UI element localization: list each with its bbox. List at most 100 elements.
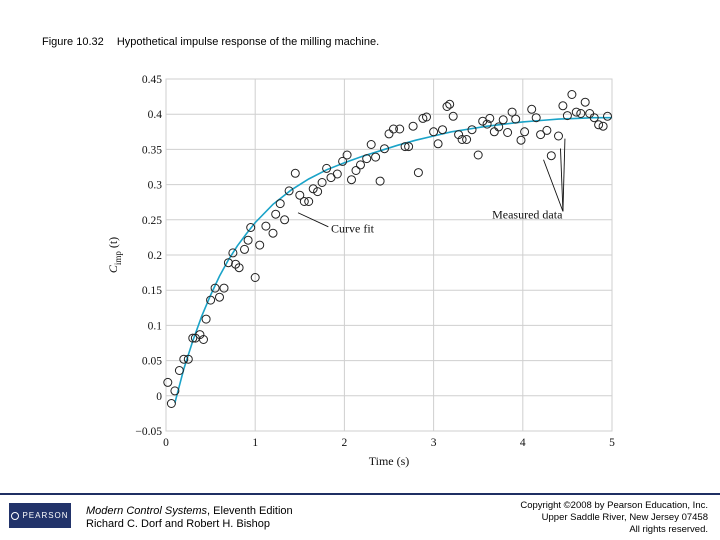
measured-data-point (571, 107, 581, 117)
measured-data-point (170, 386, 180, 396)
measured-data-point (503, 128, 513, 137)
measured-data-point (246, 223, 256, 232)
copyright-notice: Copyright ©2008 by Pearson Education, In… (520, 500, 708, 536)
x-tick-label: 3 (431, 437, 437, 449)
measured-data-point (174, 366, 184, 375)
pearson-logo: PEARSON (9, 503, 71, 528)
measured-data-point (284, 186, 294, 196)
curve-fit-line (174, 116, 612, 404)
measured-data-point (290, 168, 300, 178)
measured-data-point (433, 139, 443, 149)
measured-data-leader (562, 138, 566, 212)
x-tick-label: 1 (252, 437, 258, 449)
measured-data-point (531, 113, 541, 123)
measured-data-point (223, 258, 233, 268)
y-tick-label: 0.3 (148, 180, 163, 192)
curve-fit-annotation: Curve fit (331, 221, 375, 235)
measured-data-point (462, 135, 472, 144)
measured-data-point (342, 150, 352, 160)
x-axis-title: Time (s) (369, 454, 410, 468)
measured-data-point (546, 151, 556, 161)
measured-data-point (250, 273, 260, 282)
book-authors: Richard C. Dorf and Robert H. Bishop (86, 518, 271, 530)
measured-data-point (317, 178, 327, 187)
measured-data-point (299, 197, 309, 206)
measured-data-point (498, 115, 508, 125)
measured-data-point (473, 150, 483, 160)
measured-data-point (520, 127, 530, 137)
measured-data-point (338, 156, 348, 166)
measured-data-point (438, 125, 447, 135)
measured-data-point (542, 125, 552, 135)
x-tick-label: 2 (342, 437, 348, 449)
measured-data-point (243, 235, 253, 245)
measured-data-point (240, 244, 249, 254)
measured-data-point (485, 113, 495, 123)
measured-data-point (558, 101, 568, 111)
measured-data-point (179, 354, 189, 364)
measured-data-point (308, 184, 318, 194)
copyright-line-2: Upper Saddle River, New Jersey 07458 (541, 512, 708, 523)
measured-data-point (384, 129, 394, 139)
measured-data-point (482, 119, 492, 129)
measured-data-point (494, 122, 504, 132)
measured-data-point (206, 295, 216, 305)
measured-data-point (429, 127, 439, 137)
y-tick-label: −0.05 (135, 426, 162, 438)
measured-data-point (507, 107, 517, 117)
measured-data-point (408, 121, 418, 131)
measured-data-point (234, 263, 244, 273)
measured-data-leader (543, 159, 564, 212)
figure-caption: Figure 10.32 Hypothetical impulse respon… (42, 36, 379, 48)
measured-data-point (261, 221, 271, 231)
y-tick-label: 0.05 (142, 356, 162, 368)
figure-caption-text: Hypothetical impulse response of the mil… (116, 36, 380, 48)
measured-data-point (445, 99, 455, 109)
measured-data-point (356, 160, 365, 170)
measured-data-point (332, 169, 342, 179)
measured-data-point (268, 228, 278, 238)
measured-data-point (255, 240, 265, 250)
measured-data-point (389, 124, 398, 134)
measured-data-point (589, 113, 599, 123)
measured-data-point (166, 399, 176, 408)
impulse-response-chart: 0 1 2 3 4 5−0.0500.050.10.150.20.250.30.350.4… (106, 74, 615, 468)
measured-data-point (295, 190, 305, 200)
y-tick-label: 0.25 (142, 215, 162, 227)
measured-data-point (413, 168, 423, 178)
footer-divider (0, 493, 720, 495)
measured-data-point (375, 176, 385, 186)
measured-data-point (527, 104, 537, 114)
y-tick-label: 0.4 (148, 109, 163, 121)
measured-data-point (554, 131, 563, 141)
measured-data-point (219, 283, 229, 293)
book-edition: , Eleventh Edition (207, 505, 293, 517)
measured-data-point (598, 121, 608, 131)
measured-data-point (594, 120, 604, 130)
measured-data-point (275, 199, 285, 209)
pearson-logo-text: PEARSON (22, 511, 69, 520)
measured-data-point (585, 109, 595, 118)
measured-data-point (183, 354, 193, 364)
measured-data-point (562, 111, 572, 121)
measured-data-point (163, 377, 173, 387)
measured-data-point (228, 248, 238, 258)
measured-data-point (322, 163, 332, 173)
measured-data-point (448, 111, 458, 121)
y-axis-title: Cimp (t) (106, 237, 123, 273)
x-tick-label: 4 (520, 437, 526, 449)
measured-data-point (304, 197, 314, 206)
figure-number: Figure 10.32 (42, 36, 104, 48)
pearson-logo-icon (11, 511, 20, 520)
y-tick-label: 0.1 (148, 320, 163, 332)
y-tick-label: 0.45 (142, 74, 162, 86)
measured-data-point (347, 175, 356, 185)
y-tick-label: 0 (156, 391, 162, 403)
measured-data-point (215, 292, 224, 302)
measured-data-point (576, 109, 586, 118)
measured-data-point (199, 335, 208, 344)
measured-data-point (467, 125, 477, 135)
measured-data-point (580, 97, 590, 107)
copyright-line-1: Copyright ©2008 by Pearson Education, In… (520, 500, 708, 511)
y-tick-label: 0.2 (148, 250, 163, 262)
